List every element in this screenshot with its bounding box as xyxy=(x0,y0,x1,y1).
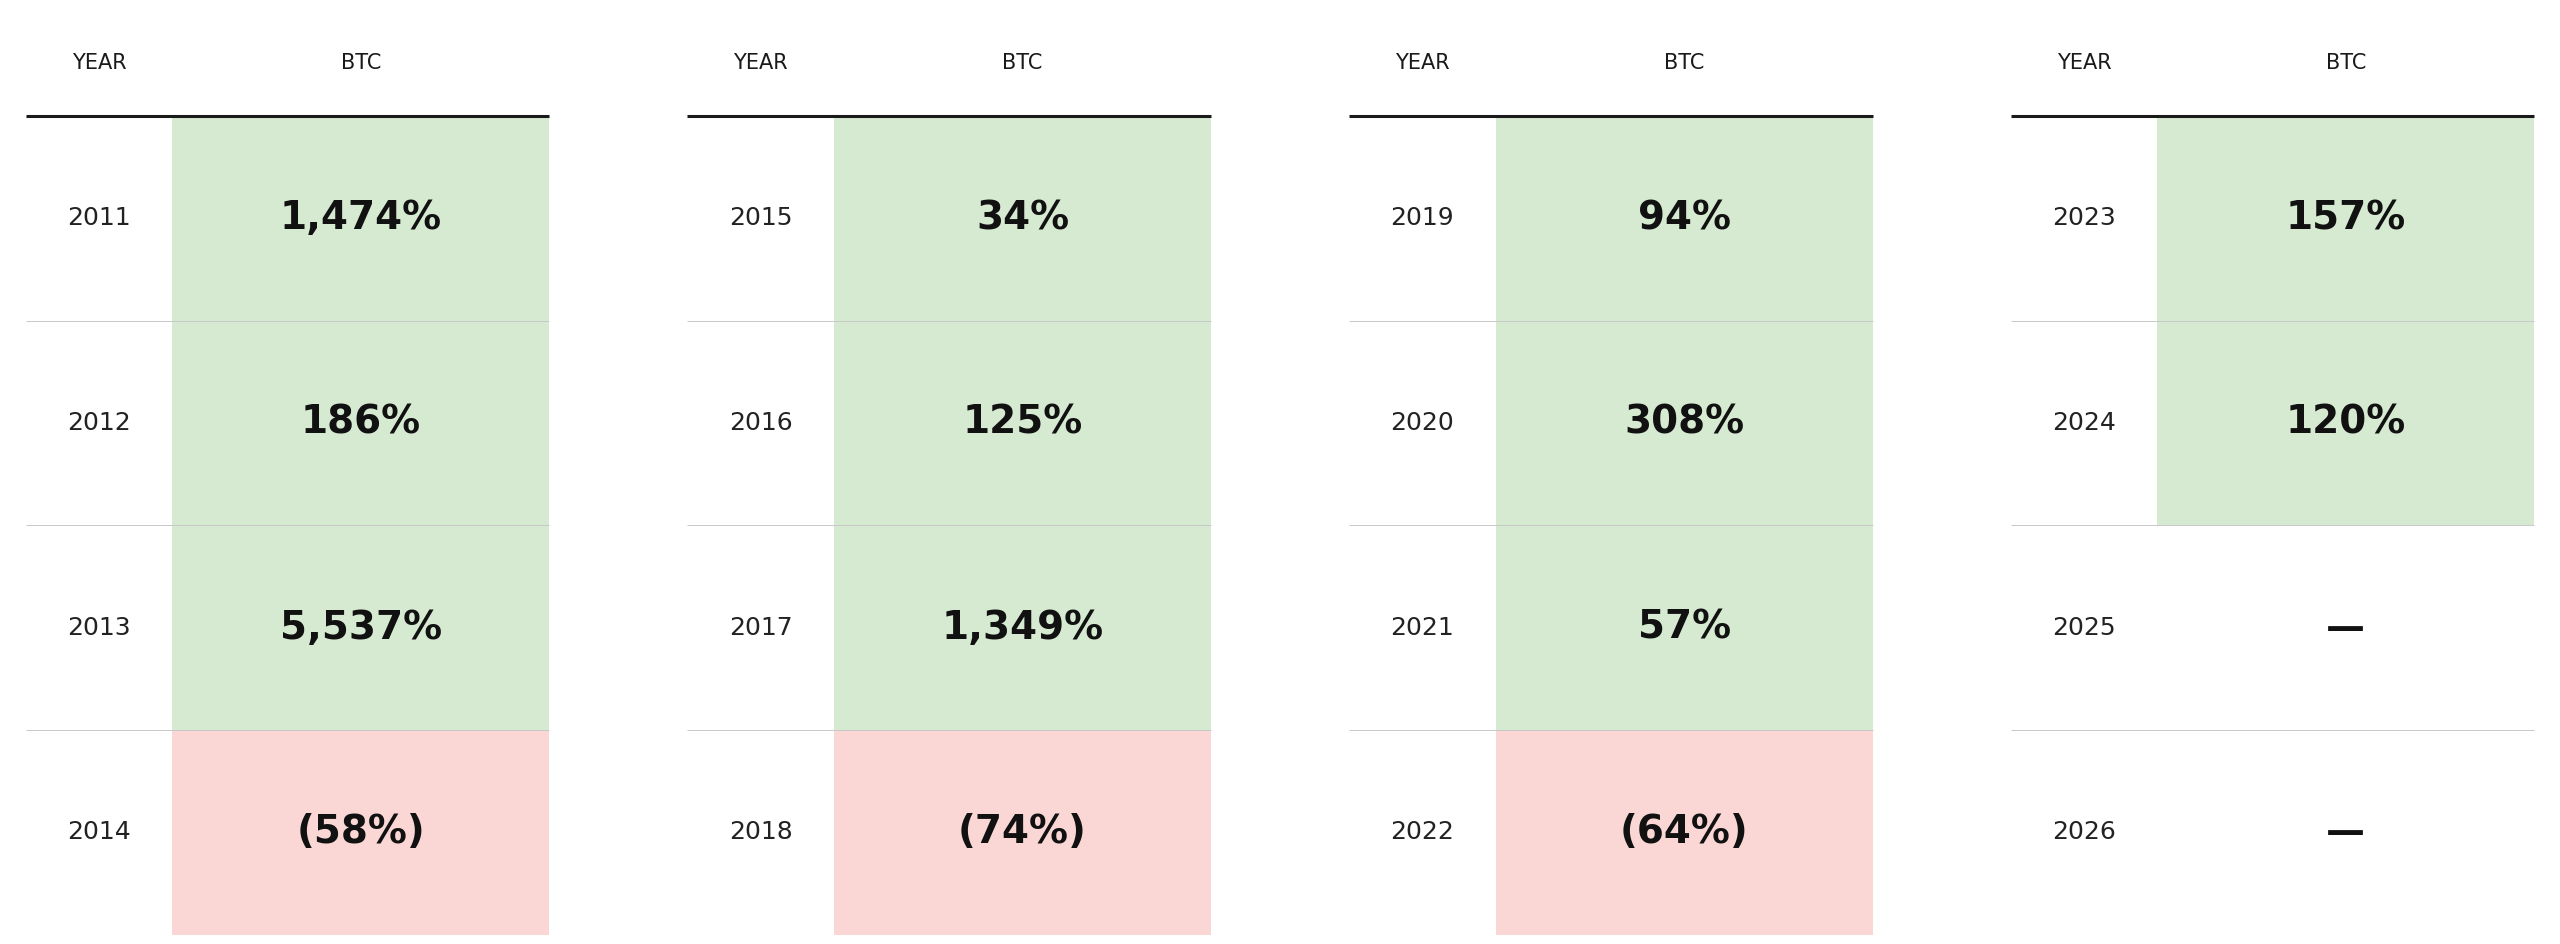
Text: —: — xyxy=(2327,813,2365,851)
Bar xyxy=(835,321,1211,525)
Text: 2023: 2023 xyxy=(2053,206,2117,230)
Text: 1,349%: 1,349% xyxy=(942,609,1103,647)
Text: YEAR: YEAR xyxy=(1395,53,1449,73)
Text: 2018: 2018 xyxy=(730,820,794,844)
Bar xyxy=(2158,116,2534,321)
Text: BTC: BTC xyxy=(2324,53,2365,73)
Text: 2014: 2014 xyxy=(67,820,131,844)
Text: 157%: 157% xyxy=(2286,199,2406,237)
Text: (64%): (64%) xyxy=(1620,813,1748,851)
Text: 2026: 2026 xyxy=(2053,820,2117,844)
Bar xyxy=(835,525,1211,730)
Bar xyxy=(2158,730,2534,935)
Text: (58%): (58%) xyxy=(297,813,425,851)
Bar xyxy=(172,730,550,935)
Bar xyxy=(1495,321,1874,525)
Bar xyxy=(1495,116,1874,321)
Text: 2016: 2016 xyxy=(730,411,794,435)
Text: 2022: 2022 xyxy=(1390,820,1454,844)
Text: YEAR: YEAR xyxy=(72,53,125,73)
Text: BTC: BTC xyxy=(1664,53,1705,73)
Bar xyxy=(2158,321,2534,525)
Text: (74%): (74%) xyxy=(957,813,1088,851)
Bar xyxy=(2158,525,2534,730)
Bar xyxy=(1495,525,1874,730)
Text: 2024: 2024 xyxy=(2053,411,2117,435)
Bar xyxy=(172,321,550,525)
Text: 5,537%: 5,537% xyxy=(279,609,443,647)
Text: 1,474%: 1,474% xyxy=(279,199,443,237)
Text: 2011: 2011 xyxy=(67,206,131,230)
Text: 2015: 2015 xyxy=(730,206,794,230)
Bar xyxy=(1495,730,1874,935)
Text: YEAR: YEAR xyxy=(2056,53,2112,73)
Bar xyxy=(835,116,1211,321)
Text: 2013: 2013 xyxy=(67,615,131,639)
Text: —: — xyxy=(2327,609,2365,647)
Text: BTC: BTC xyxy=(340,53,381,73)
Text: 2025: 2025 xyxy=(2053,615,2115,639)
Bar xyxy=(172,525,550,730)
Text: 57%: 57% xyxy=(1638,609,1731,647)
Text: 34%: 34% xyxy=(975,199,1070,237)
Bar xyxy=(172,116,550,321)
Text: 2017: 2017 xyxy=(730,615,794,639)
Text: 308%: 308% xyxy=(1623,404,1743,442)
Text: 94%: 94% xyxy=(1638,199,1731,237)
Text: 2020: 2020 xyxy=(1390,411,1454,435)
Text: 2012: 2012 xyxy=(67,411,131,435)
Text: 186%: 186% xyxy=(300,404,420,442)
Text: 2021: 2021 xyxy=(1390,615,1454,639)
Bar xyxy=(835,730,1211,935)
Text: 125%: 125% xyxy=(963,404,1083,442)
Text: 2019: 2019 xyxy=(1390,206,1454,230)
Text: BTC: BTC xyxy=(1004,53,1042,73)
Text: 120%: 120% xyxy=(2286,404,2406,442)
Text: YEAR: YEAR xyxy=(732,53,788,73)
